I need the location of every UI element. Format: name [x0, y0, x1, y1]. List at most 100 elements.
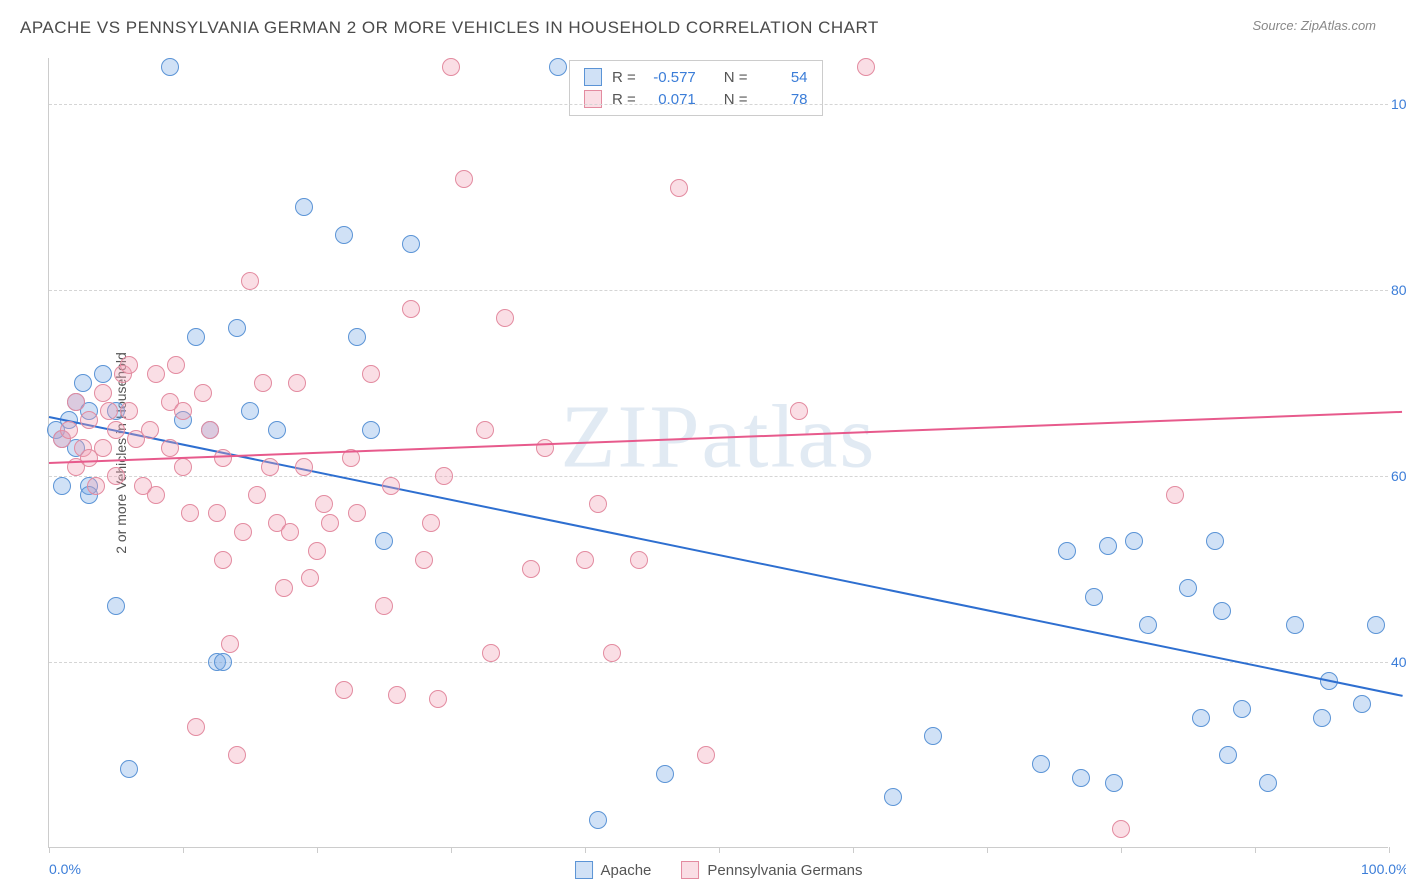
data-point	[1032, 755, 1050, 773]
x-tick	[585, 847, 586, 853]
data-point	[1259, 774, 1277, 792]
data-point	[630, 551, 648, 569]
x-tick	[317, 847, 318, 853]
data-point	[187, 718, 205, 736]
data-point	[1085, 588, 1103, 606]
data-point	[1206, 532, 1224, 550]
x-tick	[451, 847, 452, 853]
data-point	[234, 523, 252, 541]
data-point	[301, 569, 319, 587]
data-point	[1099, 537, 1117, 555]
data-point	[1179, 579, 1197, 597]
data-point	[241, 272, 259, 290]
data-point	[228, 746, 246, 764]
data-point	[74, 374, 92, 392]
data-point	[80, 411, 98, 429]
data-point	[261, 458, 279, 476]
data-point	[429, 690, 447, 708]
x-tick	[183, 847, 184, 853]
data-point	[1125, 532, 1143, 550]
data-point	[288, 374, 306, 392]
data-point	[670, 179, 688, 197]
data-point	[1219, 746, 1237, 764]
data-point	[603, 644, 621, 662]
n-label: N =	[724, 69, 748, 86]
data-point	[208, 504, 226, 522]
data-point	[1213, 602, 1231, 620]
r-label: R =	[612, 69, 636, 86]
data-point	[87, 477, 105, 495]
data-point	[221, 635, 239, 653]
data-point	[107, 421, 125, 439]
x-tick	[1389, 847, 1390, 853]
data-point	[268, 421, 286, 439]
legend-label: Pennsylvania Germans	[707, 862, 862, 879]
data-point	[281, 523, 299, 541]
legend-item-penn: Pennsylvania Germans	[681, 861, 862, 879]
data-point	[295, 458, 313, 476]
data-point	[375, 597, 393, 615]
x-tick	[853, 847, 854, 853]
data-point	[295, 198, 313, 216]
gridline	[49, 662, 1388, 663]
data-point	[1286, 616, 1304, 634]
x-tick	[1255, 847, 1256, 853]
data-point	[187, 328, 205, 346]
data-point	[589, 495, 607, 513]
data-point	[67, 393, 85, 411]
y-tick-label: 80.0%	[1391, 282, 1406, 298]
data-point	[120, 356, 138, 374]
data-point	[201, 421, 219, 439]
data-point	[1233, 700, 1251, 718]
gridline	[49, 290, 1388, 291]
data-point	[442, 58, 460, 76]
y-tick-label: 100.0%	[1391, 96, 1406, 112]
data-point	[362, 421, 380, 439]
data-point	[476, 421, 494, 439]
legend: Apache Pennsylvania Germans	[575, 861, 863, 879]
data-point	[335, 226, 353, 244]
data-point	[1192, 709, 1210, 727]
data-point	[120, 402, 138, 420]
data-point	[857, 58, 875, 76]
data-point	[1058, 542, 1076, 560]
data-point	[167, 356, 185, 374]
y-tick-label: 40.0%	[1391, 654, 1406, 670]
data-point	[455, 170, 473, 188]
x-tick	[719, 847, 720, 853]
data-point	[924, 727, 942, 745]
data-point	[1367, 616, 1385, 634]
data-point	[1105, 774, 1123, 792]
data-point	[790, 402, 808, 420]
data-point	[53, 477, 71, 495]
data-point	[181, 504, 199, 522]
data-point	[248, 486, 266, 504]
gridline	[49, 476, 1388, 477]
x-tick	[987, 847, 988, 853]
data-point	[348, 328, 366, 346]
stats-row-penn: R = 0.071 N = 78	[584, 88, 808, 110]
data-point	[422, 514, 440, 532]
data-point	[1353, 695, 1371, 713]
data-point	[141, 421, 159, 439]
data-point	[388, 686, 406, 704]
data-point	[1166, 486, 1184, 504]
data-point	[1072, 769, 1090, 787]
data-point	[1313, 709, 1331, 727]
data-point	[482, 644, 500, 662]
data-point	[214, 551, 232, 569]
apache-swatch-icon	[584, 68, 602, 86]
penn-legend-swatch-icon	[681, 861, 699, 879]
data-point	[94, 365, 112, 383]
data-point	[60, 421, 78, 439]
plot-area: ZIPatlas R = -0.577 N = 54 R = 0.071 N =…	[48, 58, 1388, 848]
data-point	[94, 384, 112, 402]
data-point	[174, 402, 192, 420]
data-point	[94, 439, 112, 457]
x-tick	[1121, 847, 1122, 853]
apache-r-value: -0.577	[646, 69, 696, 86]
source-attribution: Source: ZipAtlas.com	[1252, 18, 1376, 33]
legend-item-apache: Apache	[575, 861, 652, 879]
data-point	[375, 532, 393, 550]
data-point	[402, 235, 420, 253]
